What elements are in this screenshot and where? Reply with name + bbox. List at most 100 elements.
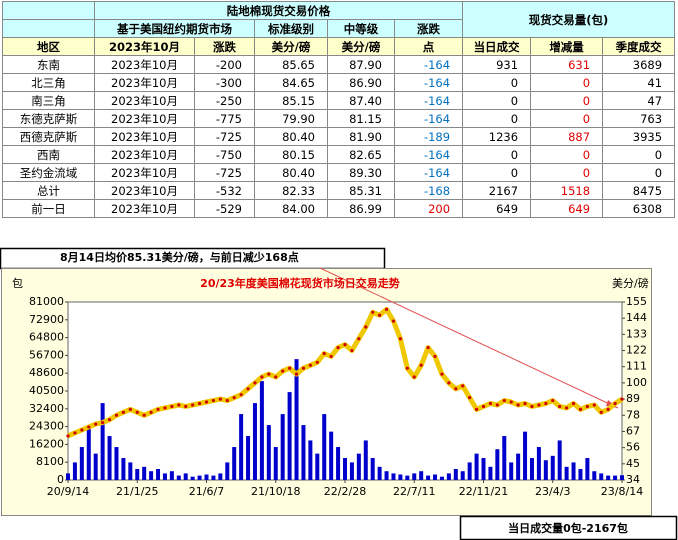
header-cell: 标准级别 (254, 19, 328, 38)
price-marker (80, 428, 84, 432)
price-marker (191, 403, 195, 407)
cell: 西南 (2, 145, 95, 164)
bar (322, 414, 327, 480)
price-marker (301, 366, 306, 370)
price-marker (468, 396, 472, 400)
chart: 8月14日均价85.31美分/磅，与前日减少168点 20/23年度美国棉花现货… (0, 247, 678, 540)
bar (329, 431, 334, 480)
price-marker (412, 375, 416, 379)
bar (509, 462, 514, 480)
cell: 649 (462, 199, 532, 218)
table-row: 西南 2023年10月 -750 80.15 82.65 -164 0 0 0 (2, 145, 676, 164)
bar (190, 476, 195, 480)
bar (377, 466, 382, 480)
x-tick-label: 22/11/21 (459, 485, 508, 498)
price-marker (350, 348, 354, 353)
volume-title: 现货交易量(包) (462, 1, 676, 38)
cell: 85.15 (254, 91, 328, 110)
x-tick-label: 22/2/28 (324, 485, 366, 498)
price-marker (281, 369, 285, 373)
price-marker (246, 387, 250, 391)
cell: 80.15 (254, 145, 328, 164)
bar (523, 431, 528, 480)
header-cell: 中等级 (327, 19, 395, 38)
price-marker (267, 372, 271, 376)
header-row: 基于美国纽约期货市场 标准级别 中等级 涨跌 (2, 19, 675, 38)
x-tick-label: 21/6/7 (189, 485, 224, 498)
price-marker (405, 366, 409, 370)
bar (460, 471, 465, 480)
cell: -200 (194, 55, 255, 74)
cell: 0 (462, 145, 532, 164)
cell: -532 (194, 181, 255, 200)
price-marker (177, 403, 181, 407)
table-row: 南三角 2023年10月 -250 85.15 87.40 -164 0 0 47 (2, 91, 676, 110)
price-marker (322, 351, 326, 356)
cell: 西德克萨斯 (2, 127, 95, 146)
x-tick-label: 21/1/25 (116, 485, 158, 498)
y2-tick-label: 122 (626, 344, 647, 357)
price-marker (329, 354, 333, 359)
price-marker (565, 406, 569, 410)
cell: -725 (194, 127, 255, 146)
price-marker (163, 406, 167, 410)
bar (246, 436, 251, 480)
bar (301, 425, 306, 480)
cell: 涨跌 (194, 37, 255, 56)
x-tick-label: 23/8/14 (601, 485, 643, 498)
price-marker (599, 410, 603, 414)
cell: -189 (393, 127, 464, 146)
y-tick-label: 40500 (29, 384, 64, 397)
cell: 0 (530, 91, 604, 110)
price-title: 陆地棉现货交易价格 (93, 1, 464, 20)
price-marker (128, 407, 132, 411)
bar (599, 473, 604, 480)
cell: 87.90 (327, 55, 395, 74)
x-tick-label: 21/10/18 (251, 485, 300, 498)
cell: -164 (393, 55, 464, 74)
cell: 85.65 (254, 55, 328, 74)
bar (620, 475, 624, 480)
price-marker (398, 337, 402, 341)
y-axis-label: 包 (12, 277, 23, 290)
cell: 649 (530, 199, 604, 218)
table-row: 北三角 2023年10月 -300 84.65 86.90 -164 0 0 41 (2, 73, 676, 92)
price-marker (288, 366, 292, 370)
cell: 80.40 (254, 163, 328, 182)
cell: 北三角 (2, 73, 95, 92)
x-tick-label: 22/7/11 (393, 485, 435, 498)
price-marker (343, 343, 347, 347)
cell: 200 (393, 199, 464, 218)
y-tick-label: 32400 (29, 402, 64, 415)
cell: -775 (194, 109, 255, 128)
cell: 0 (530, 109, 604, 128)
bar (343, 458, 347, 480)
header-row: 陆地棉现货交易价格 现货交易量(包) (2, 1, 676, 38)
bar (266, 425, 271, 480)
price-marker (184, 404, 188, 409)
bar (356, 453, 361, 480)
price-marker (336, 346, 340, 350)
cell: 41 (602, 73, 676, 92)
chart-title: 20/23年度美国棉花现货市场日交易走势 (200, 276, 400, 290)
bar (412, 473, 417, 480)
bar (536, 447, 541, 480)
price-marker (107, 418, 112, 422)
bar (169, 471, 174, 480)
table-row: 前一日 2023年10月 -529 84.00 86.99 200 649 649 6308 (2, 199, 676, 218)
y-tick-label: 24300 (29, 420, 64, 433)
bar (363, 440, 368, 480)
cell: 美分/磅 (254, 37, 328, 56)
cell: 82.33 (254, 181, 328, 200)
bar (142, 466, 147, 480)
price-marker (94, 422, 98, 426)
cell: 2023年10月 (94, 163, 195, 182)
y2-tick-label: 67 (626, 424, 640, 437)
bar (100, 403, 105, 480)
price-marker (218, 397, 222, 401)
y2-tick-label: 78 (626, 408, 640, 421)
bar (391, 473, 396, 480)
y2-tick-label: 111 (626, 360, 647, 373)
y2-axis-label: 美分/磅 (612, 276, 649, 290)
price-marker (481, 404, 486, 409)
